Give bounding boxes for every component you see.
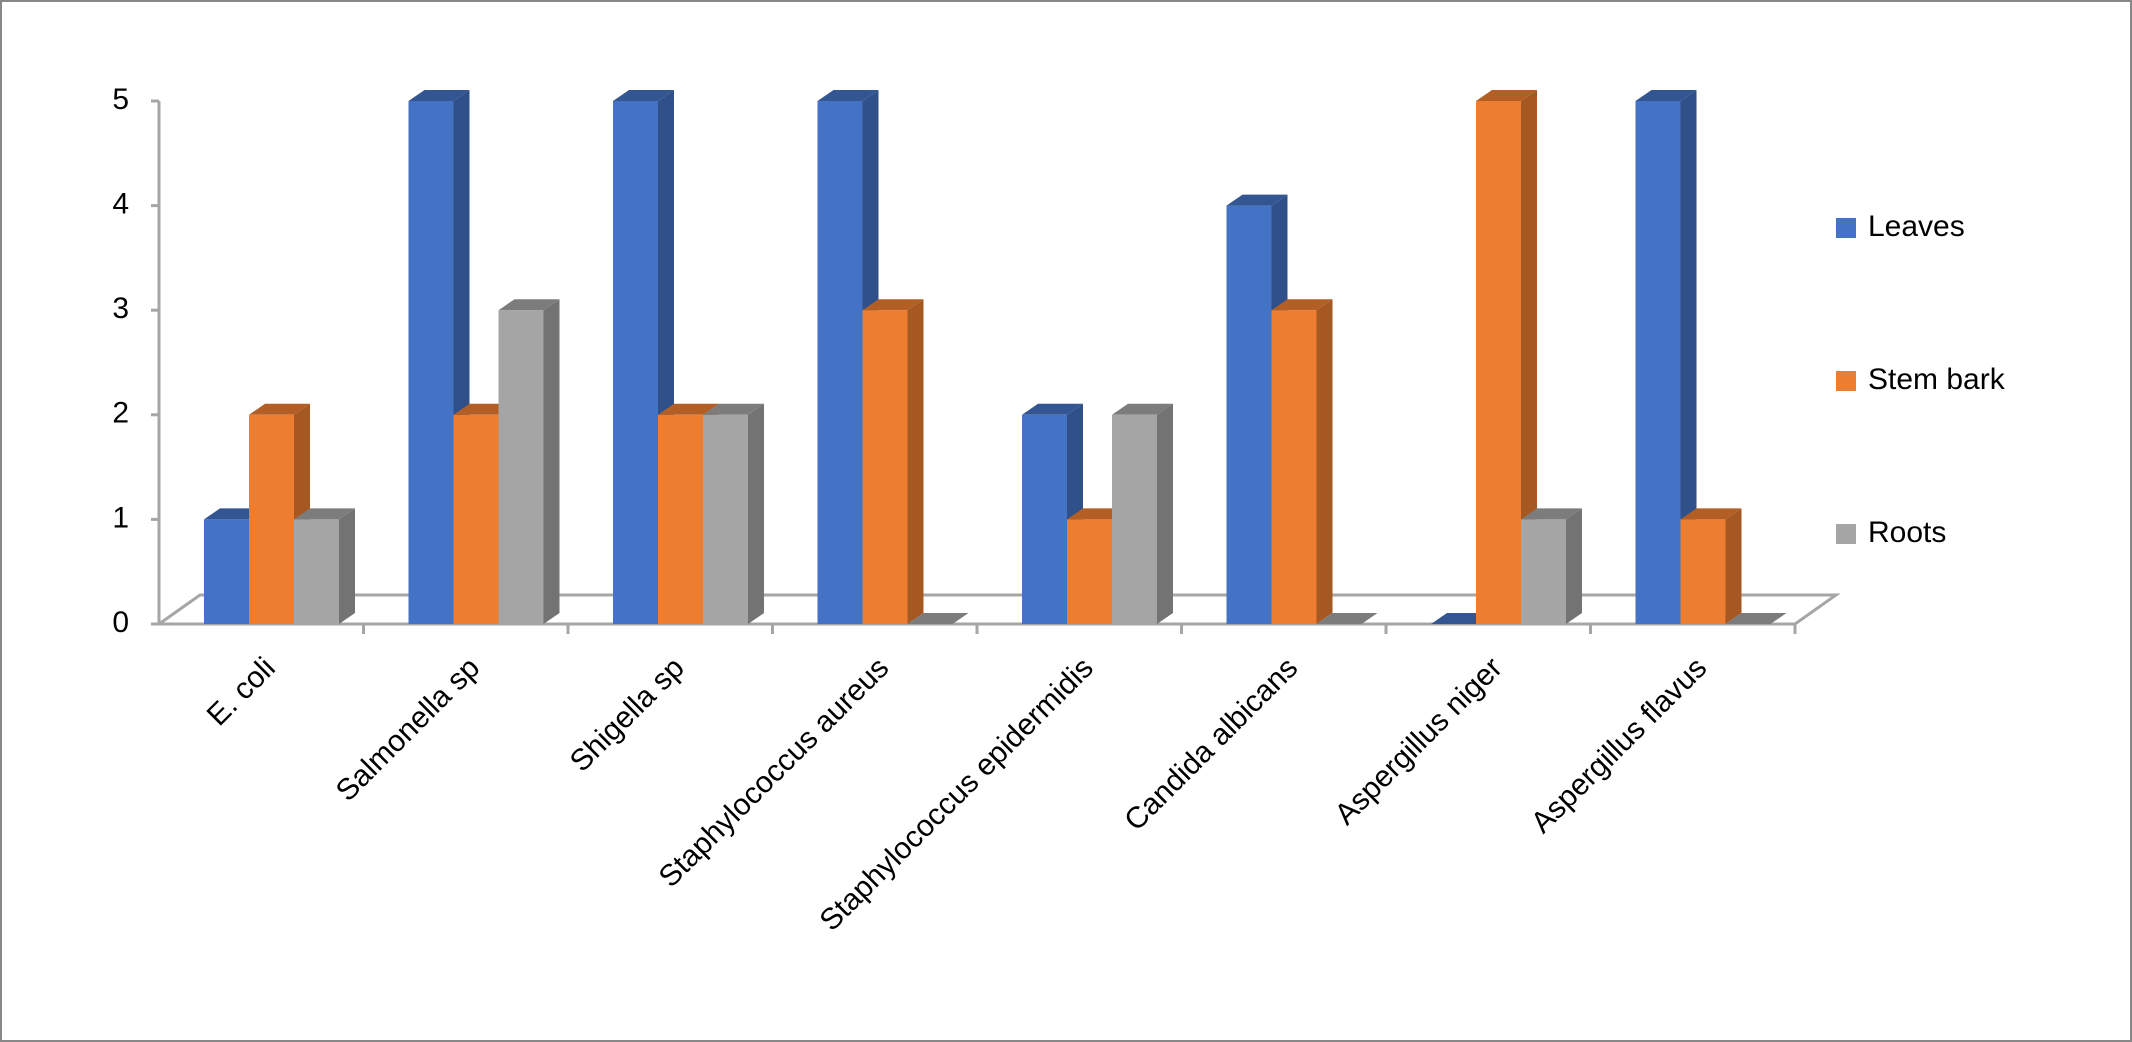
bar-top: [408, 90, 470, 101]
bar-side: [1680, 90, 1697, 624]
bar-top: [1226, 194, 1288, 206]
bar: [408, 101, 454, 624]
legend-label: Leaves: [1868, 210, 1965, 243]
bar-top: [658, 403, 719, 415]
bar-top: [862, 299, 924, 311]
legend-swatch: [1836, 371, 1856, 391]
legend-swatch: [1836, 218, 1856, 238]
bar-side: [1566, 508, 1582, 624]
bar: [249, 414, 294, 624]
bar-top: [249, 403, 310, 415]
bar: [1635, 101, 1681, 624]
bar: [703, 414, 748, 624]
bar-side: [748, 403, 764, 624]
bar-side: [1725, 508, 1742, 624]
bar-top: [1271, 299, 1333, 311]
bar-top: [1725, 613, 1787, 624]
y-tick-label: 5: [112, 83, 129, 116]
bar-side: [907, 299, 924, 624]
bar: [204, 519, 249, 624]
bar: [1476, 101, 1521, 624]
y-tick-label: 3: [112, 292, 129, 325]
bar: [1112, 414, 1157, 624]
bar-top: [1635, 90, 1697, 101]
bar-top: [1112, 403, 1173, 415]
bar: [862, 310, 908, 624]
bar-top: [1316, 613, 1378, 624]
bar-side: [1316, 299, 1333, 624]
bar-side: [339, 508, 355, 624]
legend-label: Stem bark: [1868, 363, 2006, 396]
bar: [498, 310, 544, 624]
y-tick-label: 2: [112, 397, 129, 430]
bar: [294, 519, 339, 624]
bar: [613, 101, 658, 624]
bar: [1271, 310, 1317, 624]
bar-top: [1680, 508, 1742, 520]
bar-top: [613, 90, 674, 101]
y-tick-label: 1: [112, 501, 129, 534]
bar-top: [1022, 403, 1083, 415]
bar: [658, 414, 703, 624]
bar: [453, 414, 499, 624]
bar: [817, 101, 863, 624]
bar-top: [1521, 508, 1582, 520]
y-tick-label: 0: [112, 606, 129, 639]
bar: [1022, 414, 1067, 624]
bar-side: [1157, 403, 1173, 624]
legend-label: Roots: [1868, 516, 1946, 549]
y-tick-label: 4: [112, 188, 129, 221]
bar-top: [817, 90, 879, 101]
bar-top: [703, 403, 764, 415]
bar: [1226, 205, 1272, 624]
bar: [1067, 519, 1112, 624]
bar-top: [294, 508, 355, 520]
bar: [1680, 519, 1726, 624]
bar-top: [498, 299, 560, 311]
bar-top: [1476, 90, 1537, 101]
bar: [1521, 519, 1566, 624]
bar-top: [907, 613, 969, 624]
legend-swatch: [1836, 524, 1856, 544]
bar-side: [543, 299, 560, 624]
bar-side: [1521, 90, 1537, 624]
